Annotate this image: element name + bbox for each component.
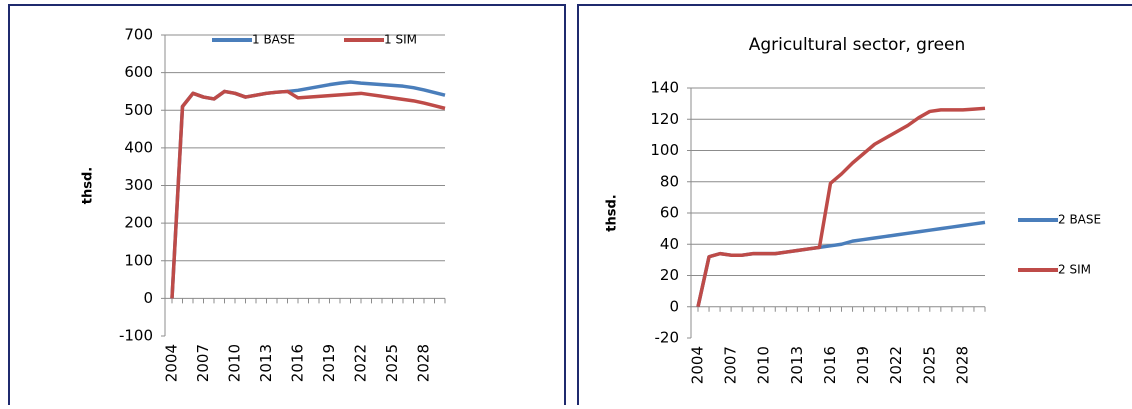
y-tick-label: 500: [124, 101, 153, 119]
panel-frame: [577, 4, 1132, 409]
x-tick-label: 2028: [953, 346, 971, 384]
x-tick-label: 2004: [689, 346, 707, 384]
legend-label: 2 BASE: [1058, 213, 1101, 227]
y-tick-label: 0: [143, 289, 153, 307]
y-tick-label: 40: [660, 235, 679, 253]
series-line: [696, 220, 986, 308]
x-tick-label: 2022: [887, 346, 905, 384]
x-tick-label: 2013: [257, 344, 275, 382]
y-tick-label: 300: [124, 176, 153, 194]
x-tick-label: 2013: [788, 346, 806, 384]
y-tick-label: -20: [655, 329, 680, 347]
x-tick-label: 2007: [722, 346, 740, 384]
y-tick-label: 200: [124, 214, 153, 232]
x-tick-label: 2016: [821, 346, 839, 384]
y-tick-label: 140: [650, 79, 679, 97]
series-line: [170, 80, 446, 299]
x-tick-label: 2025: [920, 346, 938, 384]
y-tick-label: 0: [669, 297, 679, 315]
series-line: [696, 106, 986, 308]
legend-label: 2 SIM: [1058, 263, 1091, 277]
x-tick-label: 2022: [352, 344, 370, 382]
x-tick-label: 2019: [854, 346, 872, 384]
x-tick-label: 2004: [163, 344, 181, 382]
x-tick-label: 2016: [289, 344, 307, 382]
y-axis-label: thsd.: [605, 194, 620, 231]
y-axis-label: thsd.: [81, 167, 96, 204]
legend-label: 1 SIM: [384, 33, 417, 47]
y-tick-label: 400: [124, 138, 153, 156]
y-tick-label: -100: [119, 327, 153, 345]
x-tick-label: 2010: [226, 344, 244, 382]
chart-title: Agricultural sector, green: [749, 35, 966, 55]
x-tick-label: 2019: [320, 344, 338, 382]
series-line: [170, 89, 446, 299]
y-tick-label: 120: [650, 110, 679, 128]
x-tick-label: 2028: [415, 344, 433, 382]
y-tick-label: 20: [660, 266, 679, 284]
panel-frame: [8, 4, 566, 409]
legend-label: 1 BASE: [252, 33, 295, 47]
y-tick-label: 600: [124, 63, 153, 81]
y-tick-label: 700: [124, 26, 153, 44]
x-tick-label: 2010: [755, 346, 773, 384]
y-tick-label: 60: [660, 204, 679, 222]
x-tick-label: 2025: [383, 344, 401, 382]
y-tick-label: 80: [660, 172, 679, 190]
y-tick-label: 100: [124, 251, 153, 269]
y-tick-label: 100: [650, 141, 679, 159]
x-tick-label: 2007: [194, 344, 212, 382]
